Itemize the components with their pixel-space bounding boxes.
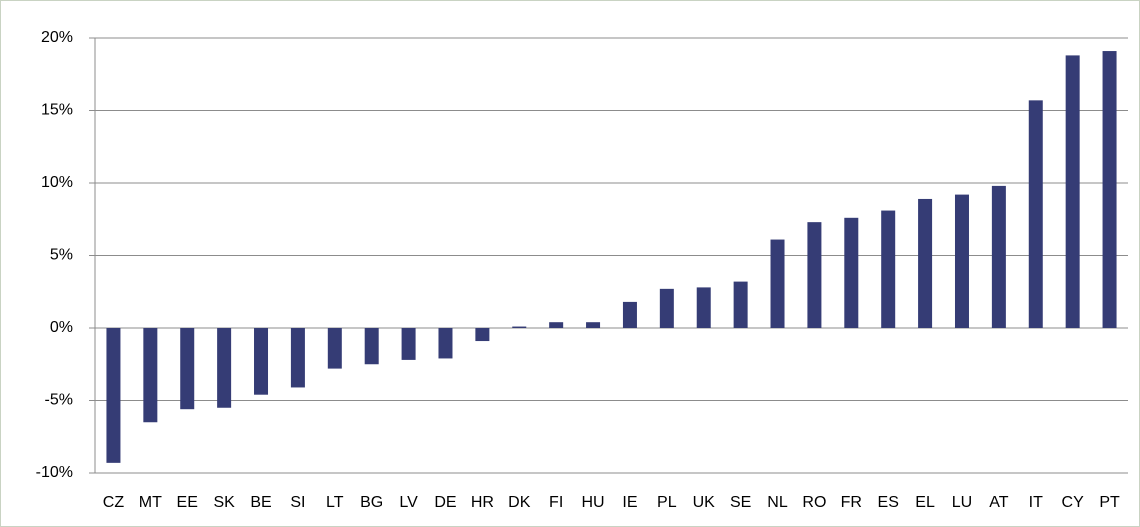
bar bbox=[954, 194, 969, 328]
x-tick-label: ES bbox=[878, 494, 899, 511]
x-tick-label: MT bbox=[139, 494, 162, 511]
bar bbox=[549, 322, 564, 328]
y-tick-label: 15% bbox=[41, 102, 73, 119]
x-tick-label: CY bbox=[1062, 494, 1085, 511]
bar bbox=[217, 328, 232, 408]
x-tick-label: LT bbox=[326, 494, 344, 511]
x-tick-label: PT bbox=[1099, 494, 1120, 511]
x-tick-label: HR bbox=[471, 494, 494, 511]
x-tick-label: DE bbox=[434, 494, 456, 511]
x-tick-label: SE bbox=[730, 494, 751, 511]
y-tick-label: 10% bbox=[41, 174, 73, 191]
x-tick-label: IE bbox=[622, 494, 637, 511]
x-tick-label: BG bbox=[360, 494, 383, 511]
y-tick-label: 20% bbox=[41, 29, 73, 46]
x-tick-label: CZ bbox=[103, 494, 125, 511]
x-tick-label: IT bbox=[1029, 494, 1043, 511]
bar bbox=[512, 326, 527, 328]
bar bbox=[475, 328, 490, 342]
y-tick-label: -5% bbox=[45, 392, 73, 409]
bar bbox=[770, 239, 785, 328]
bar bbox=[881, 210, 896, 328]
bar bbox=[807, 222, 822, 328]
x-tick-label: SI bbox=[290, 494, 305, 511]
bar bbox=[143, 328, 158, 423]
bar bbox=[991, 185, 1006, 328]
x-tick-label: LV bbox=[399, 494, 418, 511]
x-tick-label: SK bbox=[213, 494, 235, 511]
y-tick-label: 0% bbox=[50, 319, 73, 336]
bar bbox=[844, 217, 859, 328]
bar bbox=[733, 281, 748, 328]
bar bbox=[1028, 100, 1043, 328]
x-tick-label: EL bbox=[915, 494, 935, 511]
x-tick-label: NL bbox=[767, 494, 788, 511]
bar bbox=[106, 328, 121, 463]
bar bbox=[364, 328, 379, 365]
bar bbox=[586, 322, 601, 328]
x-tick-label: BE bbox=[250, 494, 271, 511]
x-tick-label: EE bbox=[177, 494, 198, 511]
bar bbox=[180, 328, 195, 410]
x-tick-label: PL bbox=[657, 494, 677, 511]
x-tick-label: RO bbox=[802, 494, 826, 511]
x-tick-label: FI bbox=[549, 494, 563, 511]
y-tick-label: 5% bbox=[50, 247, 73, 264]
bar bbox=[1102, 51, 1117, 329]
x-tick-label: AT bbox=[989, 494, 1008, 511]
y-tick-label: -10% bbox=[36, 464, 73, 481]
bar bbox=[659, 288, 674, 328]
x-tick-label: HU bbox=[581, 494, 604, 511]
bar bbox=[327, 328, 342, 369]
bar bbox=[254, 328, 269, 395]
x-tick-label: DK bbox=[508, 494, 531, 511]
bar bbox=[622, 301, 637, 328]
x-tick-label: FR bbox=[841, 494, 862, 511]
bar bbox=[696, 287, 711, 328]
x-tick-label: UK bbox=[693, 494, 716, 511]
bar bbox=[918, 198, 933, 328]
x-tick-label: LU bbox=[952, 494, 972, 511]
bar bbox=[401, 328, 416, 360]
bar bbox=[290, 328, 305, 388]
bar bbox=[438, 328, 453, 359]
bar bbox=[1065, 55, 1080, 329]
